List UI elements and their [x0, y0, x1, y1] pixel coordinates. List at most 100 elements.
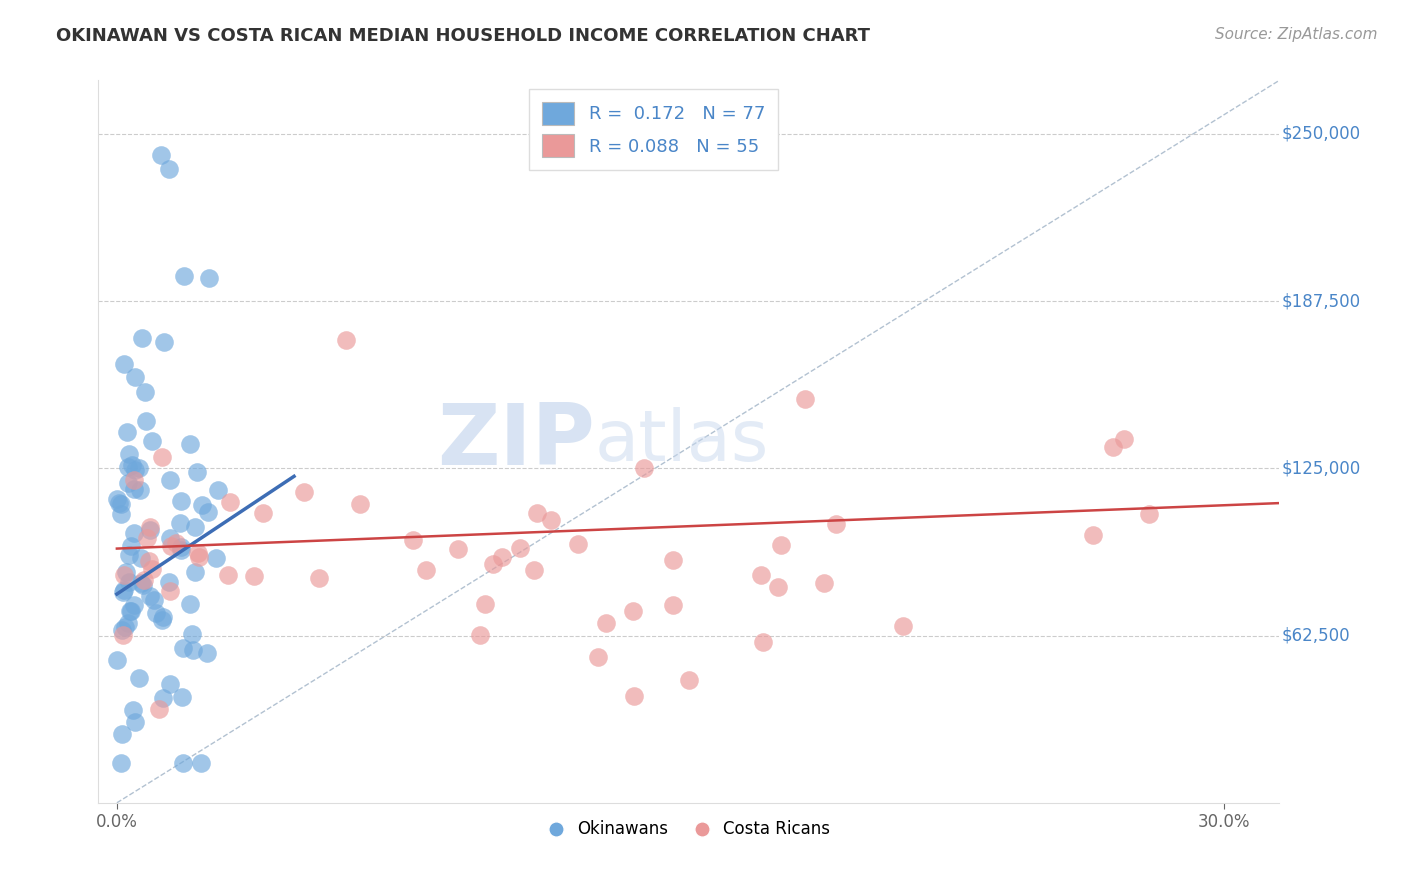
Point	[131, 550, 153, 565]
Point	[770, 538, 793, 552]
Point	[468, 628, 491, 642]
Point	[143, 593, 166, 607]
Point	[621, 604, 644, 618]
Point	[157, 574, 180, 589]
Point	[132, 573, 155, 587]
Point	[111, 585, 134, 599]
Point	[117, 475, 139, 490]
Point	[172, 640, 194, 655]
Point	[633, 461, 655, 475]
Point	[122, 525, 145, 540]
Point	[1102, 440, 1125, 454]
Point	[121, 458, 143, 472]
Point	[169, 516, 191, 531]
Point	[120, 604, 142, 618]
Point	[509, 541, 531, 555]
Point	[186, 465, 208, 479]
Point	[117, 460, 139, 475]
Point	[121, 539, 143, 553]
Point	[105, 491, 128, 506]
Point	[112, 582, 135, 597]
Point	[766, 580, 789, 594]
Text: $62,500: $62,500	[1282, 626, 1350, 645]
Point	[891, 619, 914, 633]
Point	[118, 549, 141, 563]
Point	[124, 463, 146, 477]
Point	[181, 627, 204, 641]
Point	[165, 536, 187, 550]
Point	[217, 568, 239, 582]
Point	[120, 604, 142, 618]
Point	[678, 673, 700, 687]
Point	[751, 635, 773, 649]
Point	[152, 691, 174, 706]
Point	[150, 450, 173, 465]
Point	[153, 334, 176, 349]
Text: Source: ZipAtlas.com: Source: ZipAtlas.com	[1215, 27, 1378, 42]
Text: OKINAWAN VS COSTA RICAN MEDIAN HOUSEHOLD INCOME CORRELATION CHART: OKINAWAN VS COSTA RICAN MEDIAN HOUSEHOLD…	[56, 27, 870, 45]
Point	[110, 508, 132, 522]
Point	[813, 576, 835, 591]
Point	[190, 498, 212, 512]
Point	[150, 613, 173, 627]
Point	[110, 756, 132, 770]
Point	[567, 537, 589, 551]
Point	[187, 546, 209, 560]
Point	[141, 434, 163, 448]
Point	[128, 672, 150, 686]
Point	[661, 598, 683, 612]
Point	[1137, 508, 1160, 522]
Point	[482, 558, 505, 572]
Point	[122, 702, 145, 716]
Point	[824, 516, 846, 531]
Point	[447, 542, 470, 557]
Point	[184, 519, 207, 533]
Point	[122, 482, 145, 496]
Point	[117, 425, 139, 440]
Point	[110, 497, 132, 511]
Point	[179, 597, 201, 611]
Point	[183, 565, 205, 579]
Point	[136, 531, 159, 545]
Text: ZIP: ZIP	[437, 400, 595, 483]
Point	[526, 507, 548, 521]
Point	[115, 565, 138, 579]
Point	[170, 543, 193, 558]
Point	[128, 461, 150, 475]
Text: atlas: atlas	[595, 407, 769, 476]
Point	[523, 563, 546, 577]
Point	[159, 474, 181, 488]
Point	[349, 497, 371, 511]
Point	[159, 676, 181, 690]
Point	[415, 563, 437, 577]
Point	[159, 531, 181, 545]
Point	[170, 494, 193, 508]
Point	[124, 715, 146, 730]
Point	[139, 523, 162, 537]
Point	[111, 623, 134, 637]
Point	[139, 519, 162, 533]
Point	[141, 562, 163, 576]
Point	[474, 598, 496, 612]
Point	[135, 414, 157, 428]
Text: $125,000: $125,000	[1282, 459, 1361, 477]
Point	[124, 369, 146, 384]
Point	[118, 448, 141, 462]
Point	[105, 653, 128, 667]
Point	[169, 540, 191, 554]
Point	[181, 643, 204, 657]
Point	[131, 331, 153, 345]
Point	[129, 483, 152, 497]
Point	[170, 690, 193, 705]
Point	[749, 568, 772, 582]
Point	[157, 161, 180, 176]
Point	[252, 506, 274, 520]
Point	[793, 392, 815, 406]
Point	[662, 553, 685, 567]
Point	[148, 702, 170, 716]
Text: $250,000: $250,000	[1282, 125, 1361, 143]
Point	[595, 616, 617, 631]
Point	[159, 583, 181, 598]
Point	[205, 550, 228, 565]
Point	[188, 550, 211, 565]
